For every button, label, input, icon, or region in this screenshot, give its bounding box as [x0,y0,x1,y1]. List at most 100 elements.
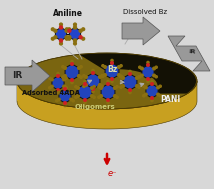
Circle shape [73,39,76,42]
Circle shape [111,80,113,83]
Circle shape [65,77,67,79]
Polygon shape [79,53,196,94]
Circle shape [92,69,94,72]
Circle shape [60,23,62,26]
Polygon shape [17,81,19,101]
Circle shape [84,83,86,85]
Circle shape [77,95,79,97]
Circle shape [147,78,149,80]
Circle shape [102,65,104,67]
Polygon shape [5,60,50,92]
Circle shape [58,91,60,94]
Circle shape [118,74,120,76]
Polygon shape [52,76,64,90]
Circle shape [57,91,59,94]
Circle shape [151,97,153,99]
Circle shape [92,90,94,93]
Circle shape [107,101,109,104]
Circle shape [118,66,120,68]
Circle shape [91,87,93,89]
Circle shape [78,75,80,77]
Circle shape [82,28,85,31]
Polygon shape [146,84,158,98]
Text: Oligomers: Oligomers [75,104,115,110]
Circle shape [138,76,140,78]
Circle shape [64,88,66,90]
Circle shape [65,37,68,40]
Polygon shape [86,73,100,89]
Circle shape [78,67,80,69]
Circle shape [71,79,73,81]
Polygon shape [122,17,160,45]
Polygon shape [168,36,210,71]
Circle shape [51,78,53,81]
Circle shape [64,104,66,107]
Circle shape [60,42,62,45]
Polygon shape [142,65,154,79]
Circle shape [107,80,109,83]
Circle shape [100,95,102,97]
Circle shape [83,75,85,77]
Circle shape [116,96,118,98]
Circle shape [129,89,131,91]
Text: PANI: PANI [160,94,180,104]
Circle shape [85,84,87,86]
Circle shape [64,102,66,104]
Text: Dissolved Bz: Dissolved Bz [123,9,167,15]
Circle shape [80,66,82,68]
Circle shape [62,76,64,78]
Circle shape [136,85,138,87]
Circle shape [84,101,86,104]
Circle shape [92,88,94,90]
Circle shape [51,28,54,31]
Circle shape [49,77,51,79]
Circle shape [151,99,153,102]
Circle shape [93,96,95,98]
Circle shape [147,80,149,83]
Circle shape [63,78,65,81]
Circle shape [147,61,149,64]
Circle shape [68,28,71,31]
Circle shape [129,73,131,75]
Circle shape [100,87,102,89]
Circle shape [122,77,124,79]
Circle shape [104,74,106,76]
Circle shape [57,89,59,91]
Circle shape [59,39,62,42]
Circle shape [99,76,101,78]
Circle shape [84,80,86,83]
Circle shape [93,86,95,88]
Circle shape [120,86,122,88]
Circle shape [79,36,82,39]
Circle shape [145,86,147,89]
Circle shape [83,85,85,87]
Circle shape [63,85,65,88]
Polygon shape [69,28,81,40]
Circle shape [54,36,57,39]
Text: IR: IR [12,71,22,81]
Circle shape [111,78,113,80]
Circle shape [116,86,118,88]
Circle shape [65,28,68,31]
Circle shape [143,85,145,87]
Circle shape [139,76,141,78]
Circle shape [77,87,79,89]
Polygon shape [17,81,197,129]
Circle shape [72,90,74,92]
Circle shape [153,67,155,70]
Circle shape [59,26,62,29]
Circle shape [91,95,93,97]
Circle shape [68,29,71,32]
Circle shape [70,98,72,101]
Circle shape [159,95,161,97]
Circle shape [120,65,122,67]
Polygon shape [65,64,79,80]
Circle shape [157,86,159,89]
Circle shape [157,93,159,96]
Circle shape [62,66,64,68]
Circle shape [107,99,109,101]
Circle shape [57,72,59,75]
Circle shape [143,95,145,97]
Circle shape [155,66,157,68]
Circle shape [114,87,116,89]
